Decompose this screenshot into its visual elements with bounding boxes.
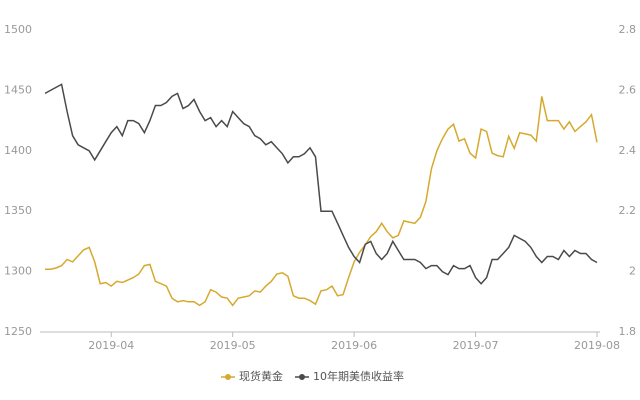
series-line xyxy=(44,83,598,285)
y2-tick-label: 1.8 xyxy=(619,325,637,338)
y-tick-label: 1350 xyxy=(4,204,32,217)
y-tick-label: 1300 xyxy=(4,265,32,278)
legend-marker xyxy=(225,374,231,380)
legend: 现货黄金 10年期美债收益率 xyxy=(221,369,404,383)
legend-label: 现货黄金 xyxy=(239,369,283,383)
x-tick-label: 2019-05 xyxy=(210,339,256,352)
series-line xyxy=(45,96,598,307)
y2-tick-label: 2 xyxy=(629,265,636,278)
y-tick-label: 1500 xyxy=(4,23,32,36)
legend-label: 10年期美债收益率 xyxy=(313,369,404,383)
x-tick-label: 2019-06 xyxy=(331,339,377,352)
y-tick-label: 1450 xyxy=(4,83,32,96)
y2-tick-label: 2.2 xyxy=(619,204,637,217)
y-tick-label: 1400 xyxy=(4,144,32,157)
x-tick-label: 2019-07 xyxy=(453,339,499,352)
legend-marker xyxy=(299,374,305,380)
y2-tick-label: 2.4 xyxy=(619,144,637,157)
y2-tick-label: 2.8 xyxy=(619,23,637,36)
x-tick-label: 2019-08 xyxy=(574,339,620,352)
y-tick-label: 1250 xyxy=(4,325,32,338)
y2-tick-label: 2.6 xyxy=(619,83,637,96)
x-tick-label: 2019-04 xyxy=(88,339,134,352)
